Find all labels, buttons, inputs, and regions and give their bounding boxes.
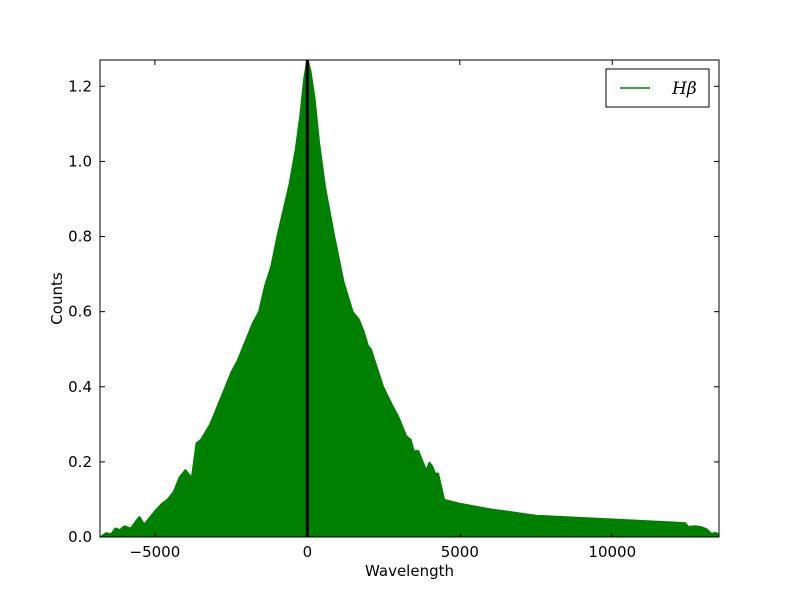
x-axis-label: Wavelength bbox=[365, 562, 454, 580]
plot-frame bbox=[99, 59, 720, 538]
series-area-0 bbox=[100, 60, 719, 537]
x-tick-label: 0 bbox=[303, 543, 313, 561]
y-tick-label: 0.2 bbox=[68, 453, 92, 471]
y-tick-label: 0.6 bbox=[68, 303, 92, 321]
y-axis-label: Counts bbox=[48, 272, 66, 325]
x-tick-label: −5000 bbox=[130, 543, 181, 561]
y-tick-label: 1.2 bbox=[68, 77, 92, 95]
plot-area bbox=[100, 60, 719, 537]
y-tick-label: 1.0 bbox=[68, 152, 92, 170]
x-tick-label: 5000 bbox=[441, 543, 479, 561]
y-tick-label: 0.8 bbox=[68, 228, 92, 246]
y-tick-label: 0.4 bbox=[68, 378, 92, 396]
x-tick-label: 10000 bbox=[588, 543, 636, 561]
axis-ticks: −5000 0 5000 10000 0.0 0.2 0.4 0.6 0.8 1.0 1.2 bbox=[68, 60, 719, 561]
legend: Hβ bbox=[605, 68, 710, 108]
y-tick-label: 0.0 bbox=[68, 528, 92, 546]
legend-label: Hβ bbox=[671, 79, 697, 99]
